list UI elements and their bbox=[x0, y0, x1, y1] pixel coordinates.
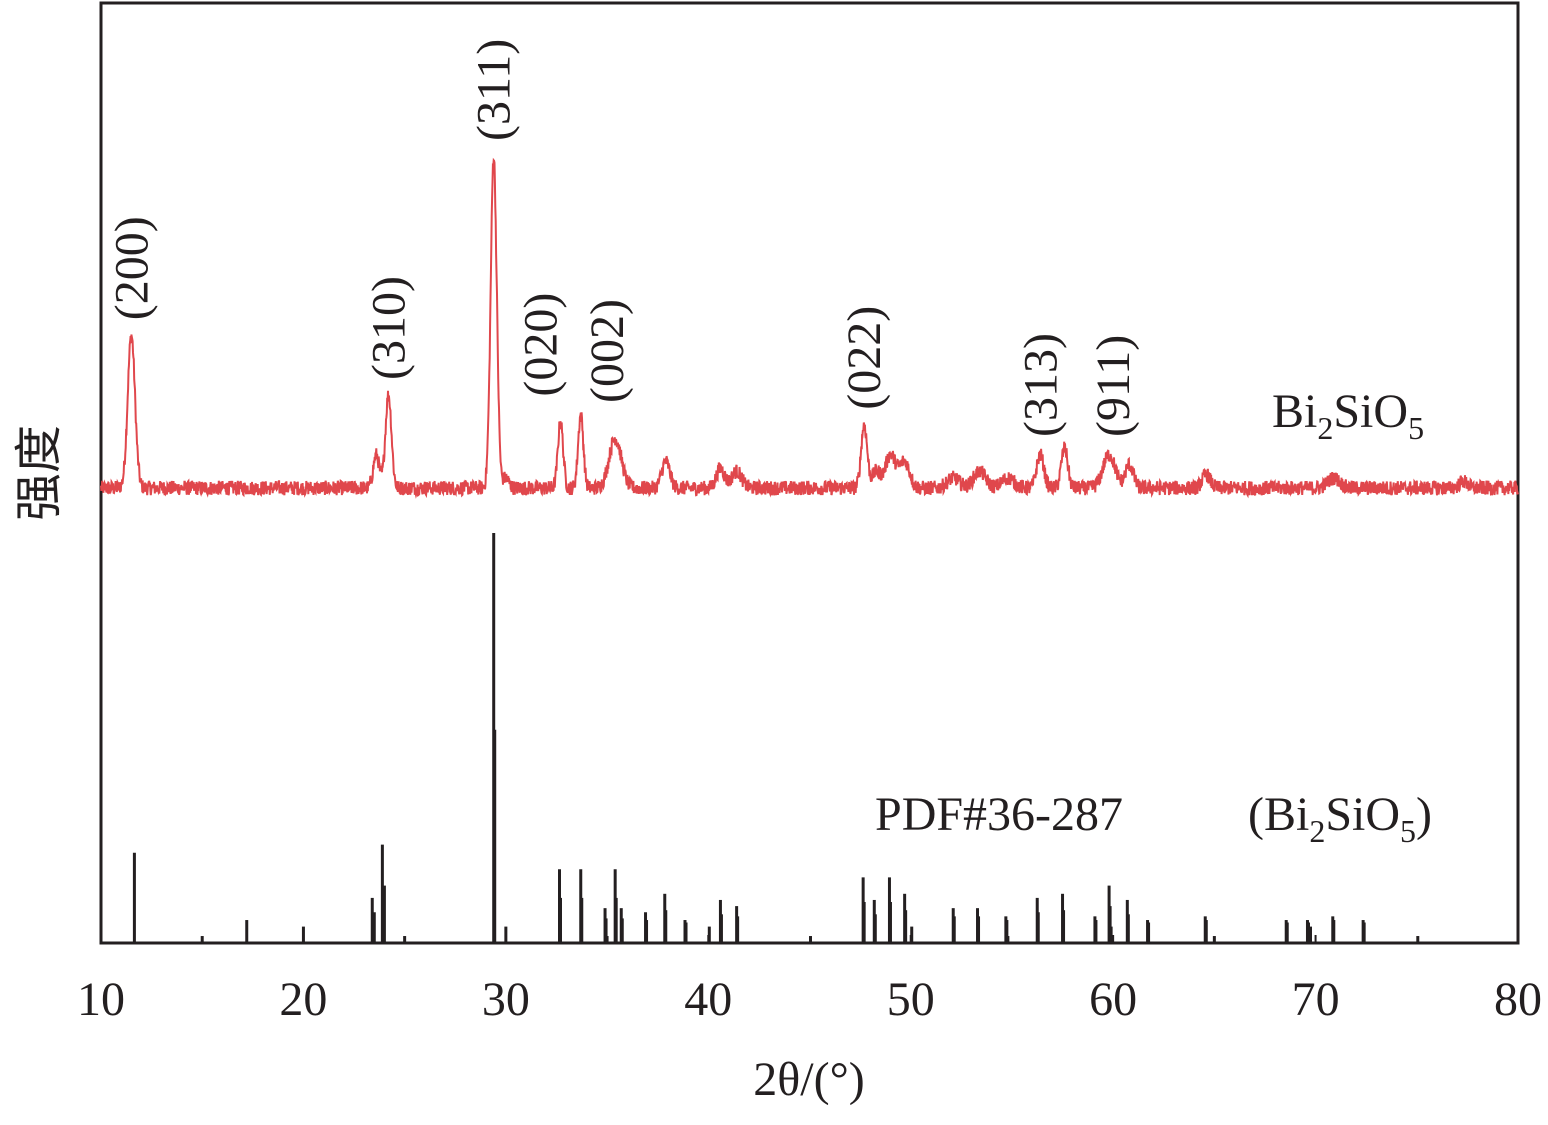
x-tick-label: 30 bbox=[482, 973, 530, 1026]
x-tick-label: 10 bbox=[77, 973, 125, 1026]
peak-annotation: (020) bbox=[515, 293, 568, 397]
y-axis-label: 强度 bbox=[13, 425, 66, 521]
peak-annotation: (310) bbox=[362, 276, 415, 380]
peak-annotation: (002) bbox=[581, 299, 634, 403]
legend-reference-id: PDF#36-287 bbox=[875, 788, 1123, 841]
reference-sticks bbox=[132, 533, 1420, 943]
x-tick-label: 50 bbox=[887, 973, 935, 1026]
x-tick-label: 40 bbox=[684, 973, 732, 1026]
x-tick-label: 70 bbox=[1292, 973, 1340, 1026]
peak-annotation: (313) bbox=[1014, 333, 1067, 437]
peak-annotation: (022) bbox=[838, 306, 891, 410]
legend-reference-phase: (Bi2SiO5) bbox=[1248, 788, 1432, 849]
x-tick-label: 20 bbox=[279, 973, 327, 1026]
legend-measured-label: Bi2SiO5 bbox=[1272, 385, 1424, 446]
peak-annotations: (200) (310) (311) (020) (002) (022) (313) (911) bbox=[105, 39, 1140, 437]
x-tick-label: 80 bbox=[1494, 973, 1542, 1026]
peak-annotation: (311) bbox=[468, 39, 521, 141]
x-axis-label: 2θ/(°) bbox=[753, 1053, 865, 1106]
peak-annotation: (200) bbox=[105, 216, 158, 320]
measured-pattern-line bbox=[100, 157, 1519, 499]
x-tick-label: 60 bbox=[1089, 973, 1137, 1026]
x-axis-ticks: 10 20 30 40 50 60 70 80 bbox=[77, 935, 1542, 1026]
peak-annotation: (911) bbox=[1087, 335, 1140, 437]
